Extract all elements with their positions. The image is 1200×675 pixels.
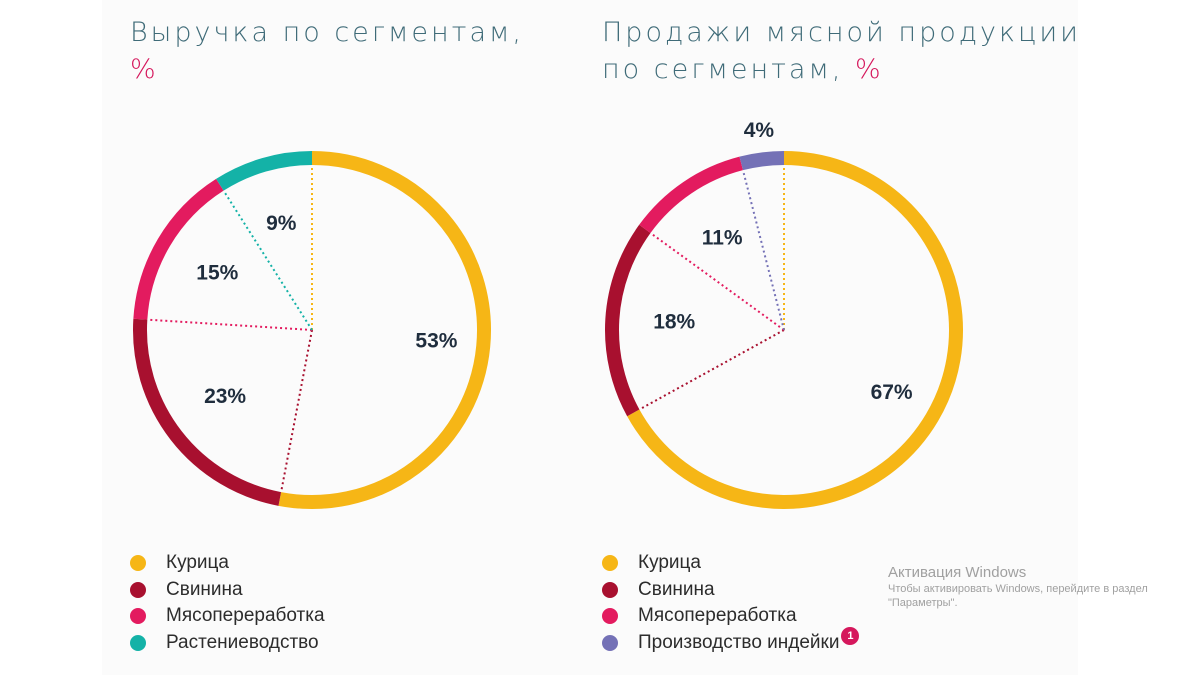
- legend-item: Производство индейки 1: [602, 626, 860, 657]
- legend-swatch: [602, 634, 618, 651]
- legend-label: Мясопереработка: [638, 605, 797, 627]
- legend-item: Курица: [602, 550, 859, 577]
- data-label: 18%: [653, 311, 695, 334]
- chart-title: Продажи мясной продукции по сегментам, %: [602, 14, 1102, 88]
- data-label: 4%: [744, 119, 775, 142]
- legend-swatch: [602, 555, 618, 572]
- legend-item: Курица: [130, 550, 325, 577]
- data-label: 11%: [702, 227, 743, 250]
- legend-swatch: [130, 634, 146, 651]
- chart-title-text: Продажи мясной продукции по сегментам,: [602, 17, 1081, 85]
- chart-title-text: Выручка по сегментам,: [130, 17, 524, 48]
- legend-label: Курица: [166, 552, 229, 574]
- watermark-text: Чтобы активировать Windows, перейдите в …: [888, 583, 1148, 609]
- legend-item: Свинина: [130, 577, 325, 604]
- legend-swatch: [130, 555, 146, 572]
- pie-slice: [627, 151, 963, 509]
- pie-slice: [278, 151, 491, 509]
- windows-activation-watermark: Активация Windows Чтобы активировать Win…: [888, 564, 1158, 610]
- pie-slice: [133, 318, 282, 506]
- pie-slice: [216, 151, 313, 191]
- legend-swatch: [602, 581, 618, 598]
- pie-chart: 67% 18% 11% 4%: [605, 119, 963, 509]
- legend-swatch: [130, 581, 146, 598]
- pie-slice: [133, 178, 224, 320]
- slice-divider: [147, 318, 313, 331]
- slice-divider: [280, 329, 313, 493]
- legend-swatch: [602, 608, 618, 625]
- chart-title-unit: %: [130, 54, 159, 85]
- chart-title: Выручка по сегментам, %: [130, 14, 610, 88]
- data-label: 23%: [204, 385, 246, 408]
- pie-slice: [739, 151, 785, 171]
- legend-label: Курица: [638, 552, 701, 574]
- chart-title-unit: %: [855, 54, 884, 85]
- data-label: 53%: [415, 329, 457, 352]
- revenue-chart: Выручка по сегментам, % 53% 23% 15% 9% Кури…: [130, 0, 610, 675]
- chart-legend: Курица Свинина Мясопереработка Производство…: [602, 550, 860, 657]
- legend-label: Свинина: [638, 578, 715, 600]
- footnote-badge: 1: [841, 626, 860, 645]
- pie-chart: 53% 23% 15% 9%: [133, 151, 491, 509]
- content-background: [102, 0, 1078, 675]
- meat-sales-chart: Продажи мясной продукции по сегментам, %…: [602, 0, 1082, 675]
- data-label: 15%: [196, 262, 238, 285]
- watermark-title: Активация Windows: [888, 564, 1027, 581]
- legend-label: Производство индейки: [638, 631, 840, 653]
- pie-slice: [639, 156, 744, 234]
- legend-label: Растениеводство: [166, 631, 319, 653]
- data-label: 67%: [871, 381, 913, 404]
- legend-label: Свинина: [166, 578, 243, 600]
- data-label: 9%: [266, 212, 297, 235]
- legend-item: Мясопереработка: [130, 603, 325, 630]
- legend-label: Мясопереработка: [166, 605, 325, 627]
- slice-divider: [741, 169, 785, 331]
- legend-item: Мясопереработка: [602, 603, 859, 630]
- legend-item: Свинина: [602, 577, 859, 604]
- slice-divider: [638, 329, 785, 411]
- legend-swatch: [130, 608, 146, 625]
- legend-item: Растениеводство: [130, 630, 325, 657]
- pie-slice: [605, 224, 651, 417]
- chart-legend: Курица Свинина Мясопереработка Растениеводс…: [130, 550, 325, 656]
